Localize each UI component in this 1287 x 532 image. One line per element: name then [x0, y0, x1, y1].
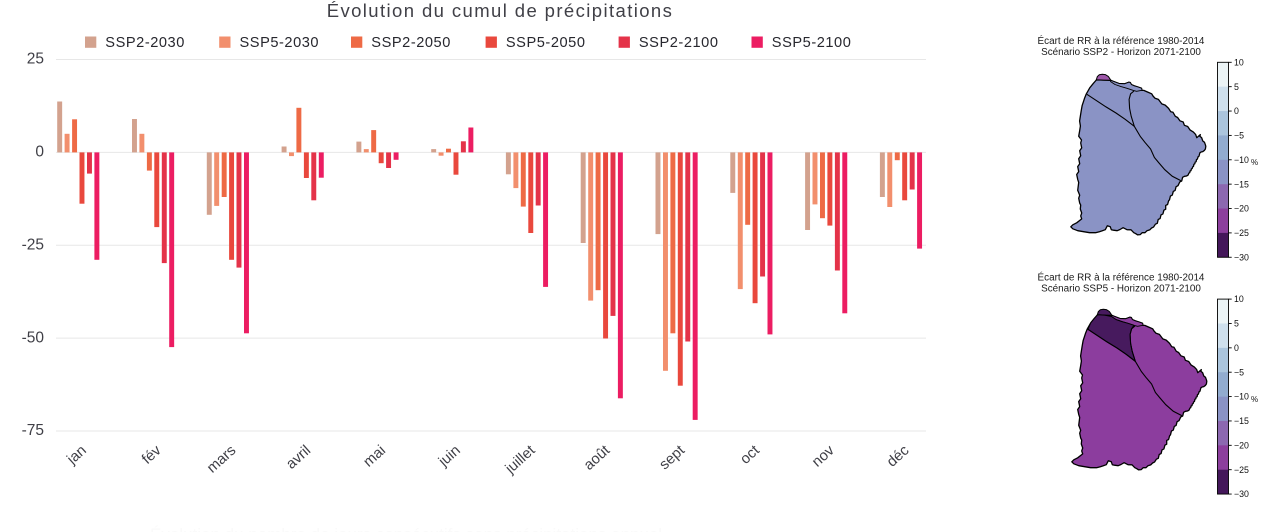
svg-text:%: %	[1251, 395, 1258, 404]
svg-text:SSP2-2100: SSP2-2100	[639, 35, 719, 51]
svg-text:0: 0	[35, 144, 44, 161]
svg-text:Écart de RR à la référence 198: Écart de RR à la référence 1980-2014	[1038, 273, 1205, 284]
svg-text:−25: −25	[1234, 228, 1249, 238]
svg-text:−5: −5	[1234, 131, 1244, 141]
svg-text:5: 5	[1234, 319, 1239, 329]
svg-text:10: 10	[1234, 57, 1244, 67]
svg-text:-50: -50	[22, 329, 45, 346]
svg-text:−10: −10	[1234, 155, 1249, 165]
svg-text:−25: −25	[1234, 465, 1249, 475]
svg-text:−5: −5	[1234, 367, 1244, 377]
svg-text:Évolution du nombre de jours c: Évolution du nombre de jours consécutifs…	[150, 525, 662, 532]
svg-text:-75: -75	[22, 422, 44, 439]
svg-text:−30: −30	[1234, 489, 1249, 499]
svg-text:Scénario SSP5 - Horizon 2071-2: Scénario SSP5 - Horizon 2071-2100	[1041, 284, 1201, 295]
svg-text:Écart de RR à la référence 198: Écart de RR à la référence 1980-2014	[1038, 36, 1205, 47]
svg-text:%: %	[1251, 158, 1258, 167]
svg-text:25: 25	[27, 51, 44, 68]
svg-text:0: 0	[1234, 343, 1239, 353]
svg-text:10: 10	[1234, 294, 1244, 304]
svg-text:SSP5-2050: SSP5-2050	[506, 35, 586, 51]
svg-text:−20: −20	[1234, 204, 1249, 214]
svg-text:SSP2-2050: SSP2-2050	[371, 35, 451, 51]
svg-text:−15: −15	[1234, 416, 1249, 426]
svg-text:SSP2-2030: SSP2-2030	[105, 35, 185, 51]
svg-text:Scénario SSP2 - Horizon 2071-2: Scénario SSP2 - Horizon 2071-2100	[1041, 47, 1201, 58]
svg-text:−10: −10	[1234, 392, 1249, 402]
svg-text:Évolution du cumul de précipit: Évolution du cumul de précipitations	[327, 0, 674, 21]
svg-text:−30: −30	[1234, 252, 1249, 262]
svg-text:5: 5	[1234, 82, 1239, 92]
svg-text:SSP5-2030: SSP5-2030	[240, 35, 320, 51]
svg-text:-25: -25	[22, 237, 44, 254]
svg-text:0: 0	[1234, 106, 1239, 116]
svg-text:SSP5-2100: SSP5-2100	[772, 35, 852, 51]
svg-text:−20: −20	[1234, 440, 1249, 450]
svg-text:−15: −15	[1234, 179, 1249, 189]
